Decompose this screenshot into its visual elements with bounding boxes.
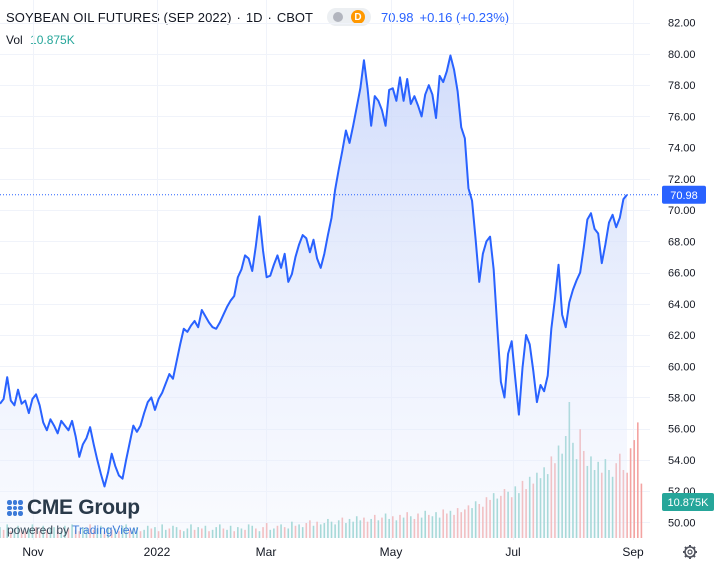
- volume-bar: [629, 448, 632, 538]
- volume-bar: [640, 483, 643, 538]
- price-line: [0, 54, 628, 488]
- volume-bar: [637, 422, 639, 538]
- y-axis: 50.0052.0054.0056.0058.0060.0062.0064.00…: [668, 18, 696, 530]
- volume-legend: Vol 10.875K: [6, 33, 75, 47]
- y-tick-label: 70.00: [668, 205, 696, 217]
- tradingview-link[interactable]: TradingView: [72, 523, 139, 537]
- y-tick-label: 62.00: [668, 330, 696, 342]
- price-change: +0.16 (+0.23%): [419, 9, 510, 25]
- delayed-icon: D: [350, 10, 365, 24]
- y-tick-label: 64.00: [668, 299, 696, 311]
- symbol-title[interactable]: SOYBEAN OIL FUTURES (SEP 2022): [6, 9, 232, 25]
- exchange-label: CBOT: [276, 9, 313, 25]
- x-tick-label: 2022: [144, 545, 171, 559]
- price-tags: 70.98 10.875K: [662, 185, 714, 511]
- y-tick-label: 78.00: [668, 80, 696, 92]
- y-tick-label: 74.00: [668, 143, 696, 155]
- y-tick-label: 82.00: [668, 18, 696, 30]
- powered-by[interactable]: powered by TradingView: [7, 523, 140, 537]
- y-tick-label: 56.00: [668, 424, 696, 436]
- y-tick-label: 60.00: [668, 361, 696, 373]
- x-tick-label: May: [380, 545, 403, 559]
- y-tick-label: 54.00: [668, 455, 696, 467]
- x-axis: Nov 2022 Mar May Jul Sep: [22, 545, 644, 559]
- cme-group-logo[interactable]: CME Group: [7, 496, 140, 520]
- powered-by-label: powered by: [7, 523, 70, 537]
- y-tick-label: 50.00: [668, 517, 696, 529]
- x-tick-label: Mar: [256, 545, 277, 559]
- volume-bar: [633, 440, 636, 538]
- cme-globe-icon: [7, 500, 23, 516]
- chart-header: SOYBEAN OIL FUTURES (SEP 2022) · 1D · CB…: [6, 8, 509, 26]
- x-tick-label: Jul: [505, 545, 520, 559]
- market-status-badge[interactable]: D: [326, 8, 371, 26]
- y-tick-label: 80.00: [668, 49, 696, 61]
- y-tick-label: 68.00: [668, 236, 696, 248]
- interval-label[interactable]: 1D: [245, 9, 263, 25]
- y-tick-label: 76.00: [668, 111, 696, 123]
- price-area-fill: [0, 55, 627, 538]
- last-price: 70.98: [380, 9, 414, 25]
- logo-text: CME Group: [27, 496, 140, 519]
- volume-tag-label: 10.875K: [668, 497, 710, 509]
- last-price-tag: [662, 185, 706, 204]
- settings-gear-icon[interactable]: [683, 545, 697, 559]
- y-tick-label: 66.00: [668, 268, 696, 280]
- status-dot-icon: [332, 12, 343, 22]
- separator: ·: [236, 9, 241, 25]
- volume-tag: [662, 493, 714, 511]
- x-tick-label: Nov: [22, 545, 43, 559]
- y-tick-label: 72.00: [668, 174, 696, 186]
- y-tick-label: 58.00: [668, 392, 696, 404]
- last-price-tag-label: 70.98: [670, 190, 698, 202]
- branding: CME Group powered by TradingView: [7, 496, 140, 537]
- volume-label: Vol: [6, 33, 23, 47]
- volume-value: 10.875K: [30, 33, 75, 47]
- separator: ·: [267, 9, 272, 25]
- x-tick-label: Sep: [622, 545, 644, 559]
